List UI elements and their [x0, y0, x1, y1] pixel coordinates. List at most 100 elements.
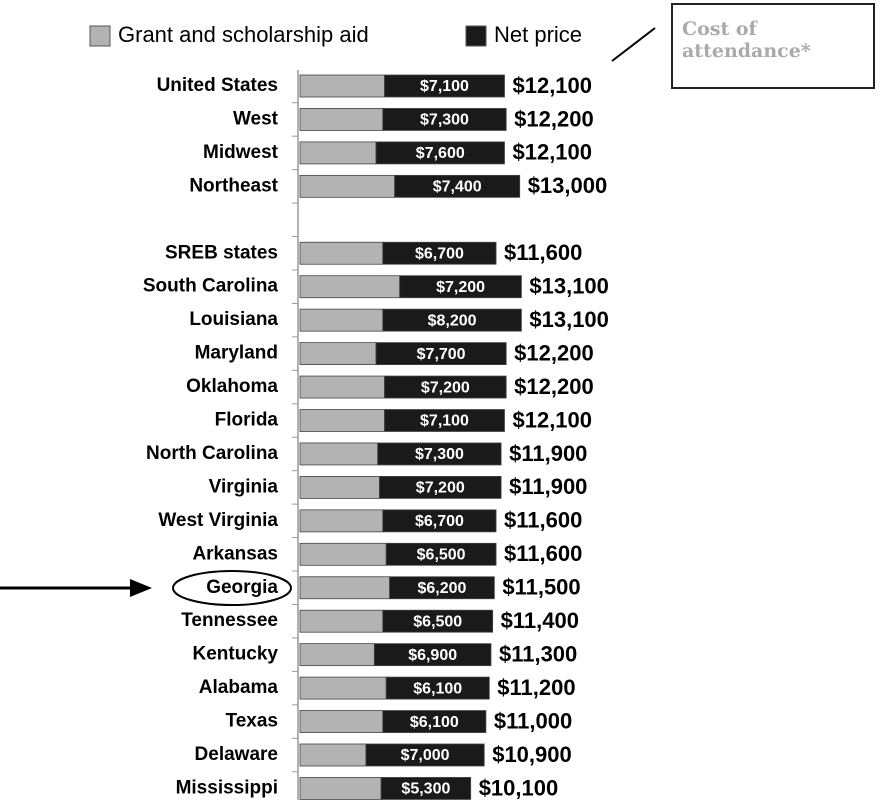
- total-label: $11,600: [504, 541, 582, 566]
- category-label: Mississippi: [176, 777, 278, 798]
- bar-segment: [299, 342, 377, 366]
- category-label: South Carolina: [143, 276, 279, 297]
- segment-label: $6,500: [417, 547, 466, 564]
- bar-segment: [299, 609, 384, 633]
- annotation-box: [671, 3, 875, 89]
- bar-segment: [299, 676, 387, 700]
- bar-segment: [384, 74, 505, 98]
- total-label: $11,400: [501, 608, 579, 633]
- bar-segment: [299, 141, 377, 165]
- segment-label: $7,300: [415, 446, 464, 463]
- category-label: Northeast: [189, 175, 278, 196]
- segment-label: $7,700: [417, 346, 466, 363]
- segment-label: $6,700: [415, 245, 464, 262]
- total-label: $13,100: [529, 274, 609, 299]
- bar-segment: [373, 643, 492, 667]
- bar-segment: [382, 509, 497, 533]
- category-label: Oklahoma: [186, 376, 278, 397]
- category-label: Arkansas: [192, 543, 278, 564]
- total-label: $12,200: [514, 106, 594, 131]
- bar-segment: [375, 141, 505, 165]
- bar-segment: [299, 375, 385, 399]
- bar-segment: [299, 643, 375, 667]
- category-label: Virginia: [209, 476, 279, 497]
- total-label: $11,500: [502, 575, 580, 600]
- segment-label: $7,100: [420, 78, 469, 95]
- segment-label: $5,300: [401, 781, 450, 798]
- bar-segment: [299, 542, 387, 566]
- category-label: Tennessee: [181, 610, 278, 631]
- bar-segment: [299, 576, 390, 600]
- bar-segment: [399, 275, 522, 299]
- bar-segment: [299, 308, 384, 332]
- segment-label: $6,500: [413, 613, 462, 630]
- bar-segment: [384, 375, 507, 399]
- segment-label: $7,400: [433, 179, 482, 196]
- category-label: West: [233, 108, 279, 129]
- category-label: West Virginia: [158, 510, 278, 531]
- bar-segment: [385, 542, 497, 566]
- segment-label: $6,900: [408, 647, 457, 664]
- bar-segment: [389, 576, 495, 600]
- total-label: $13,000: [528, 173, 608, 198]
- total-label: $10,100: [479, 775, 559, 800]
- total-label: $11,200: [497, 675, 575, 700]
- bar-segment: [299, 509, 384, 533]
- total-label: $13,100: [529, 307, 609, 332]
- category-label: SREB states: [165, 242, 278, 263]
- total-label: $11,600: [504, 508, 582, 533]
- category-label: Georgia: [206, 577, 278, 598]
- segment-label: $7,600: [416, 145, 465, 162]
- bar-segment: [385, 676, 490, 700]
- bar-segment: [299, 409, 385, 432]
- segment-label: $6,200: [417, 580, 466, 597]
- total-label: $11,900: [509, 441, 587, 466]
- bar-segment: [299, 174, 396, 198]
- bar-segment: [382, 241, 497, 265]
- bar-segment: [377, 442, 502, 466]
- category-label: Alabama: [199, 677, 279, 698]
- total-label: $12,200: [514, 340, 594, 365]
- category-label: Delaware: [195, 744, 278, 765]
- total-label: $11,900: [509, 474, 587, 499]
- bar-segment: [382, 609, 494, 633]
- bar-segment: [299, 743, 367, 767]
- bar-segment: [299, 241, 384, 265]
- annotation-pointer: [611, 27, 656, 62]
- bar-segment: [380, 777, 472, 800]
- segment-label: $8,200: [428, 312, 477, 329]
- legend-label: Net price: [494, 22, 582, 47]
- category-label: Kentucky: [192, 644, 278, 665]
- category-label: Midwest: [203, 142, 279, 163]
- category-label: North Carolina: [146, 443, 278, 464]
- legend-swatch: [465, 25, 487, 47]
- total-label: $12,100: [512, 73, 592, 98]
- bar-segment: [375, 342, 507, 366]
- bar-segment: [299, 108, 384, 131]
- segment-label: $7,000: [401, 747, 450, 764]
- segment-label: $6,100: [413, 680, 462, 697]
- total-label: $12,200: [514, 374, 594, 399]
- bar-segment: [365, 743, 485, 767]
- segment-label: $7,300: [420, 112, 469, 129]
- bar-segment: [384, 409, 505, 432]
- category-label: Maryland: [195, 343, 278, 364]
- bar-segment: [299, 275, 401, 299]
- category-label: Florida: [215, 410, 279, 431]
- legend-label: Grant and scholarship aid: [118, 22, 369, 47]
- total-label: $10,900: [492, 742, 572, 767]
- total-label: $12,100: [512, 140, 592, 165]
- bar-segment: [299, 74, 385, 98]
- segment-label: $7,200: [416, 480, 465, 497]
- segment-label: $6,700: [415, 513, 464, 530]
- bar-segment: [299, 475, 380, 499]
- total-label: $11,300: [499, 641, 577, 666]
- annotation: Cost of attendance*: [682, 18, 811, 62]
- category-label: United States: [157, 75, 278, 96]
- bar-segment: [299, 777, 382, 800]
- legend-swatch: [89, 25, 111, 47]
- bar-segment: [382, 108, 507, 131]
- category-label: Texas: [226, 711, 278, 732]
- total-label: $12,100: [512, 407, 592, 432]
